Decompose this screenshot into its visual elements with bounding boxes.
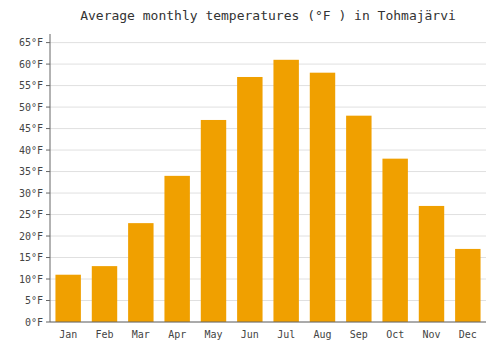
y-tick (46, 279, 50, 280)
bar (346, 116, 371, 322)
y-axis-line (50, 34, 51, 322)
x-tick-label: Jul (277, 329, 295, 340)
grid-line (50, 171, 486, 172)
x-tick-label: Jun (241, 329, 259, 340)
bar (128, 223, 153, 322)
grid-line (50, 85, 486, 86)
y-tick (46, 300, 50, 301)
chart-container: Average monthly temperatures (°F ) in To… (0, 0, 500, 350)
y-tick (46, 257, 50, 258)
y-tick-label: 45°F (19, 123, 43, 134)
x-tick-label: Dec (459, 329, 477, 340)
y-tick-label: 55°F (19, 80, 43, 91)
x-tick-label: Aug (313, 329, 331, 340)
y-tick-label: 15°F (19, 252, 43, 263)
y-tick (46, 64, 50, 65)
y-tick (46, 150, 50, 151)
x-tick-label: Oct (386, 329, 404, 340)
y-tick-label: 35°F (19, 166, 43, 177)
grid (50, 43, 486, 322)
x-tick-label: Jan (59, 329, 77, 340)
x-tick-label: May (204, 329, 222, 340)
title: Average monthly temperatures (°F ) in To… (80, 8, 456, 23)
bar (201, 120, 226, 322)
x-tick-label: Feb (95, 329, 113, 340)
bar (55, 275, 80, 322)
y-tick-label: 25°F (19, 209, 43, 220)
x-tick-label: Mar (132, 329, 150, 340)
y-tick (46, 236, 50, 237)
y-tick-label: 10°F (19, 274, 43, 285)
y-tick-label: 60°F (19, 59, 43, 70)
y-tick-label: 65°F (19, 37, 43, 48)
y-tick-label: 30°F (19, 188, 43, 199)
x-tick-label: Nov (422, 329, 440, 340)
y-tick (46, 193, 50, 194)
y-tick-label: 40°F (19, 145, 43, 156)
grid-line (50, 64, 486, 65)
y-tick (46, 322, 50, 323)
grid-line (50, 107, 486, 108)
x-tick-label: Apr (168, 329, 186, 340)
bar (382, 159, 407, 322)
y-tick (46, 85, 50, 86)
bar (273, 60, 298, 322)
grid-line (50, 150, 486, 151)
y-tick-label: 20°F (19, 231, 43, 242)
bar (310, 73, 335, 322)
grid-line (50, 322, 486, 323)
bar (237, 77, 262, 322)
y-tick (46, 107, 50, 108)
y-tick (46, 171, 50, 172)
y-tick-label: 5°F (25, 295, 43, 306)
y-tick (46, 42, 50, 43)
bar (419, 206, 444, 322)
y-tick (46, 128, 50, 129)
y-tick (46, 214, 50, 215)
chart: Average monthly temperatures (°F ) in To… (0, 0, 500, 350)
bar (455, 249, 480, 322)
bar (164, 176, 189, 322)
y-tick-label: 50°F (19, 102, 43, 113)
y-tick-label: 0°F (25, 317, 43, 328)
grid-line (50, 42, 486, 43)
bar (92, 266, 117, 322)
x-axis-line (50, 322, 486, 323)
x-tick-label: Sep (350, 329, 368, 340)
grid-line (50, 128, 486, 129)
bars (55, 60, 480, 322)
grid-line (50, 193, 486, 194)
